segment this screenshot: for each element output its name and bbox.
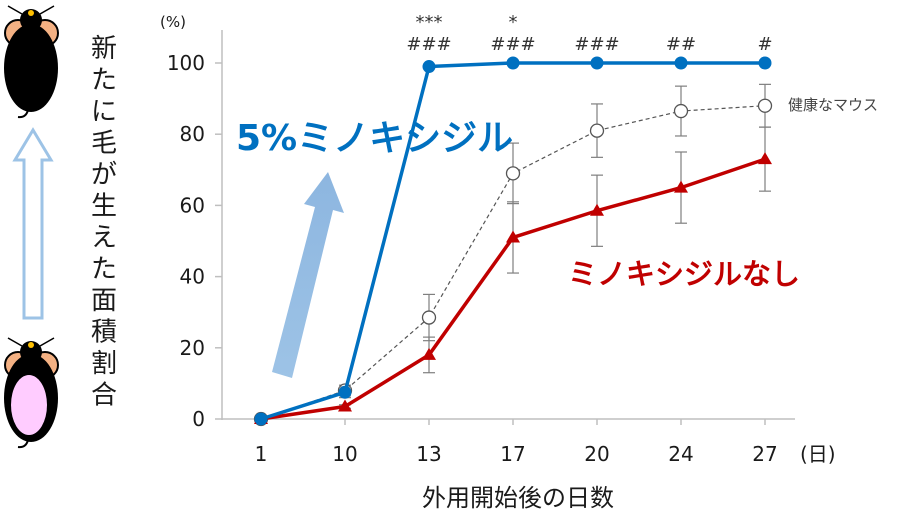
x-tick-label: 17 [500,442,525,466]
data-point [673,103,689,119]
x-tick-label: 1 [255,442,268,466]
significance-bottom: ### [406,34,451,55]
improvement-arrow-icon [272,172,344,378]
data-point [674,180,688,193]
minoxidil-annotation: 5%ミノキシジル [236,118,513,159]
data-point [506,56,520,70]
data-point [505,166,521,181]
y-tick-label: 20 [180,336,205,360]
data-point [589,123,605,138]
data-point [338,399,352,412]
data-point [422,60,436,74]
y-axis-label-char: 積 [91,318,117,348]
shaved-mouse-icon [4,337,59,449]
y-tick-label: 0 [192,407,205,431]
significance-top: *** [416,12,443,33]
data-point [254,412,268,426]
y-tick-label: 40 [180,265,205,289]
significance-bottom: ### [574,34,619,55]
y-axis-label-char: た [91,255,117,285]
healthy-mouse-annotation: 健康なマウス [788,96,878,114]
y-tick-label: 60 [180,193,205,217]
significance-bottom: ## [666,34,696,55]
y-axis-label-char: 面 [91,286,117,316]
up-arrow-icon [12,127,54,320]
x-tick-label: 20 [584,442,609,466]
significance-bottom: ### [490,34,535,55]
x-axis-title: 外用開始後の日数 [422,484,614,512]
series-2 [254,126,772,424]
x-unit-label: (日) [800,442,836,466]
data-point [757,98,773,113]
y-axis-label-char: 合 [91,381,117,411]
y-axis-label: 新たに毛が生えた面積割合 [91,34,117,411]
data-point [758,152,772,165]
y-tick-label: 100 [167,51,205,75]
x-tick-label: 10 [332,442,357,466]
y-axis-label-char: え [91,223,117,253]
y-axis-label-char: 生 [91,192,117,222]
data-point [758,56,772,70]
series-0 [254,56,772,426]
data-point [338,385,352,399]
x-tick-label: 27 [752,442,777,466]
data-point [421,310,437,325]
y-axis-label-char: た [91,66,117,96]
top-mouse-icon [4,5,59,119]
y-tick-label: 80 [180,122,205,146]
significance-bottom: # [757,34,772,55]
data-point [506,230,520,243]
data-point [590,56,604,70]
y-axis-label-char: に [91,97,117,127]
y-axis-label-char: 新 [91,34,117,64]
y-axis-label-char: 割 [91,349,117,379]
series-1 [253,83,773,427]
y-unit-label: (%) [160,13,186,31]
y-axis-label-char: 毛 [91,129,117,159]
data-point [590,203,604,216]
significance-top: * [509,12,518,33]
y-axis-label-char: が [91,160,117,190]
x-tick-label: 13 [416,442,441,466]
x-tick-label: 24 [668,442,693,466]
data-point [422,347,436,360]
no-minoxidil-annotation: ミノキシジルなし [568,257,800,291]
data-point [674,56,688,70]
